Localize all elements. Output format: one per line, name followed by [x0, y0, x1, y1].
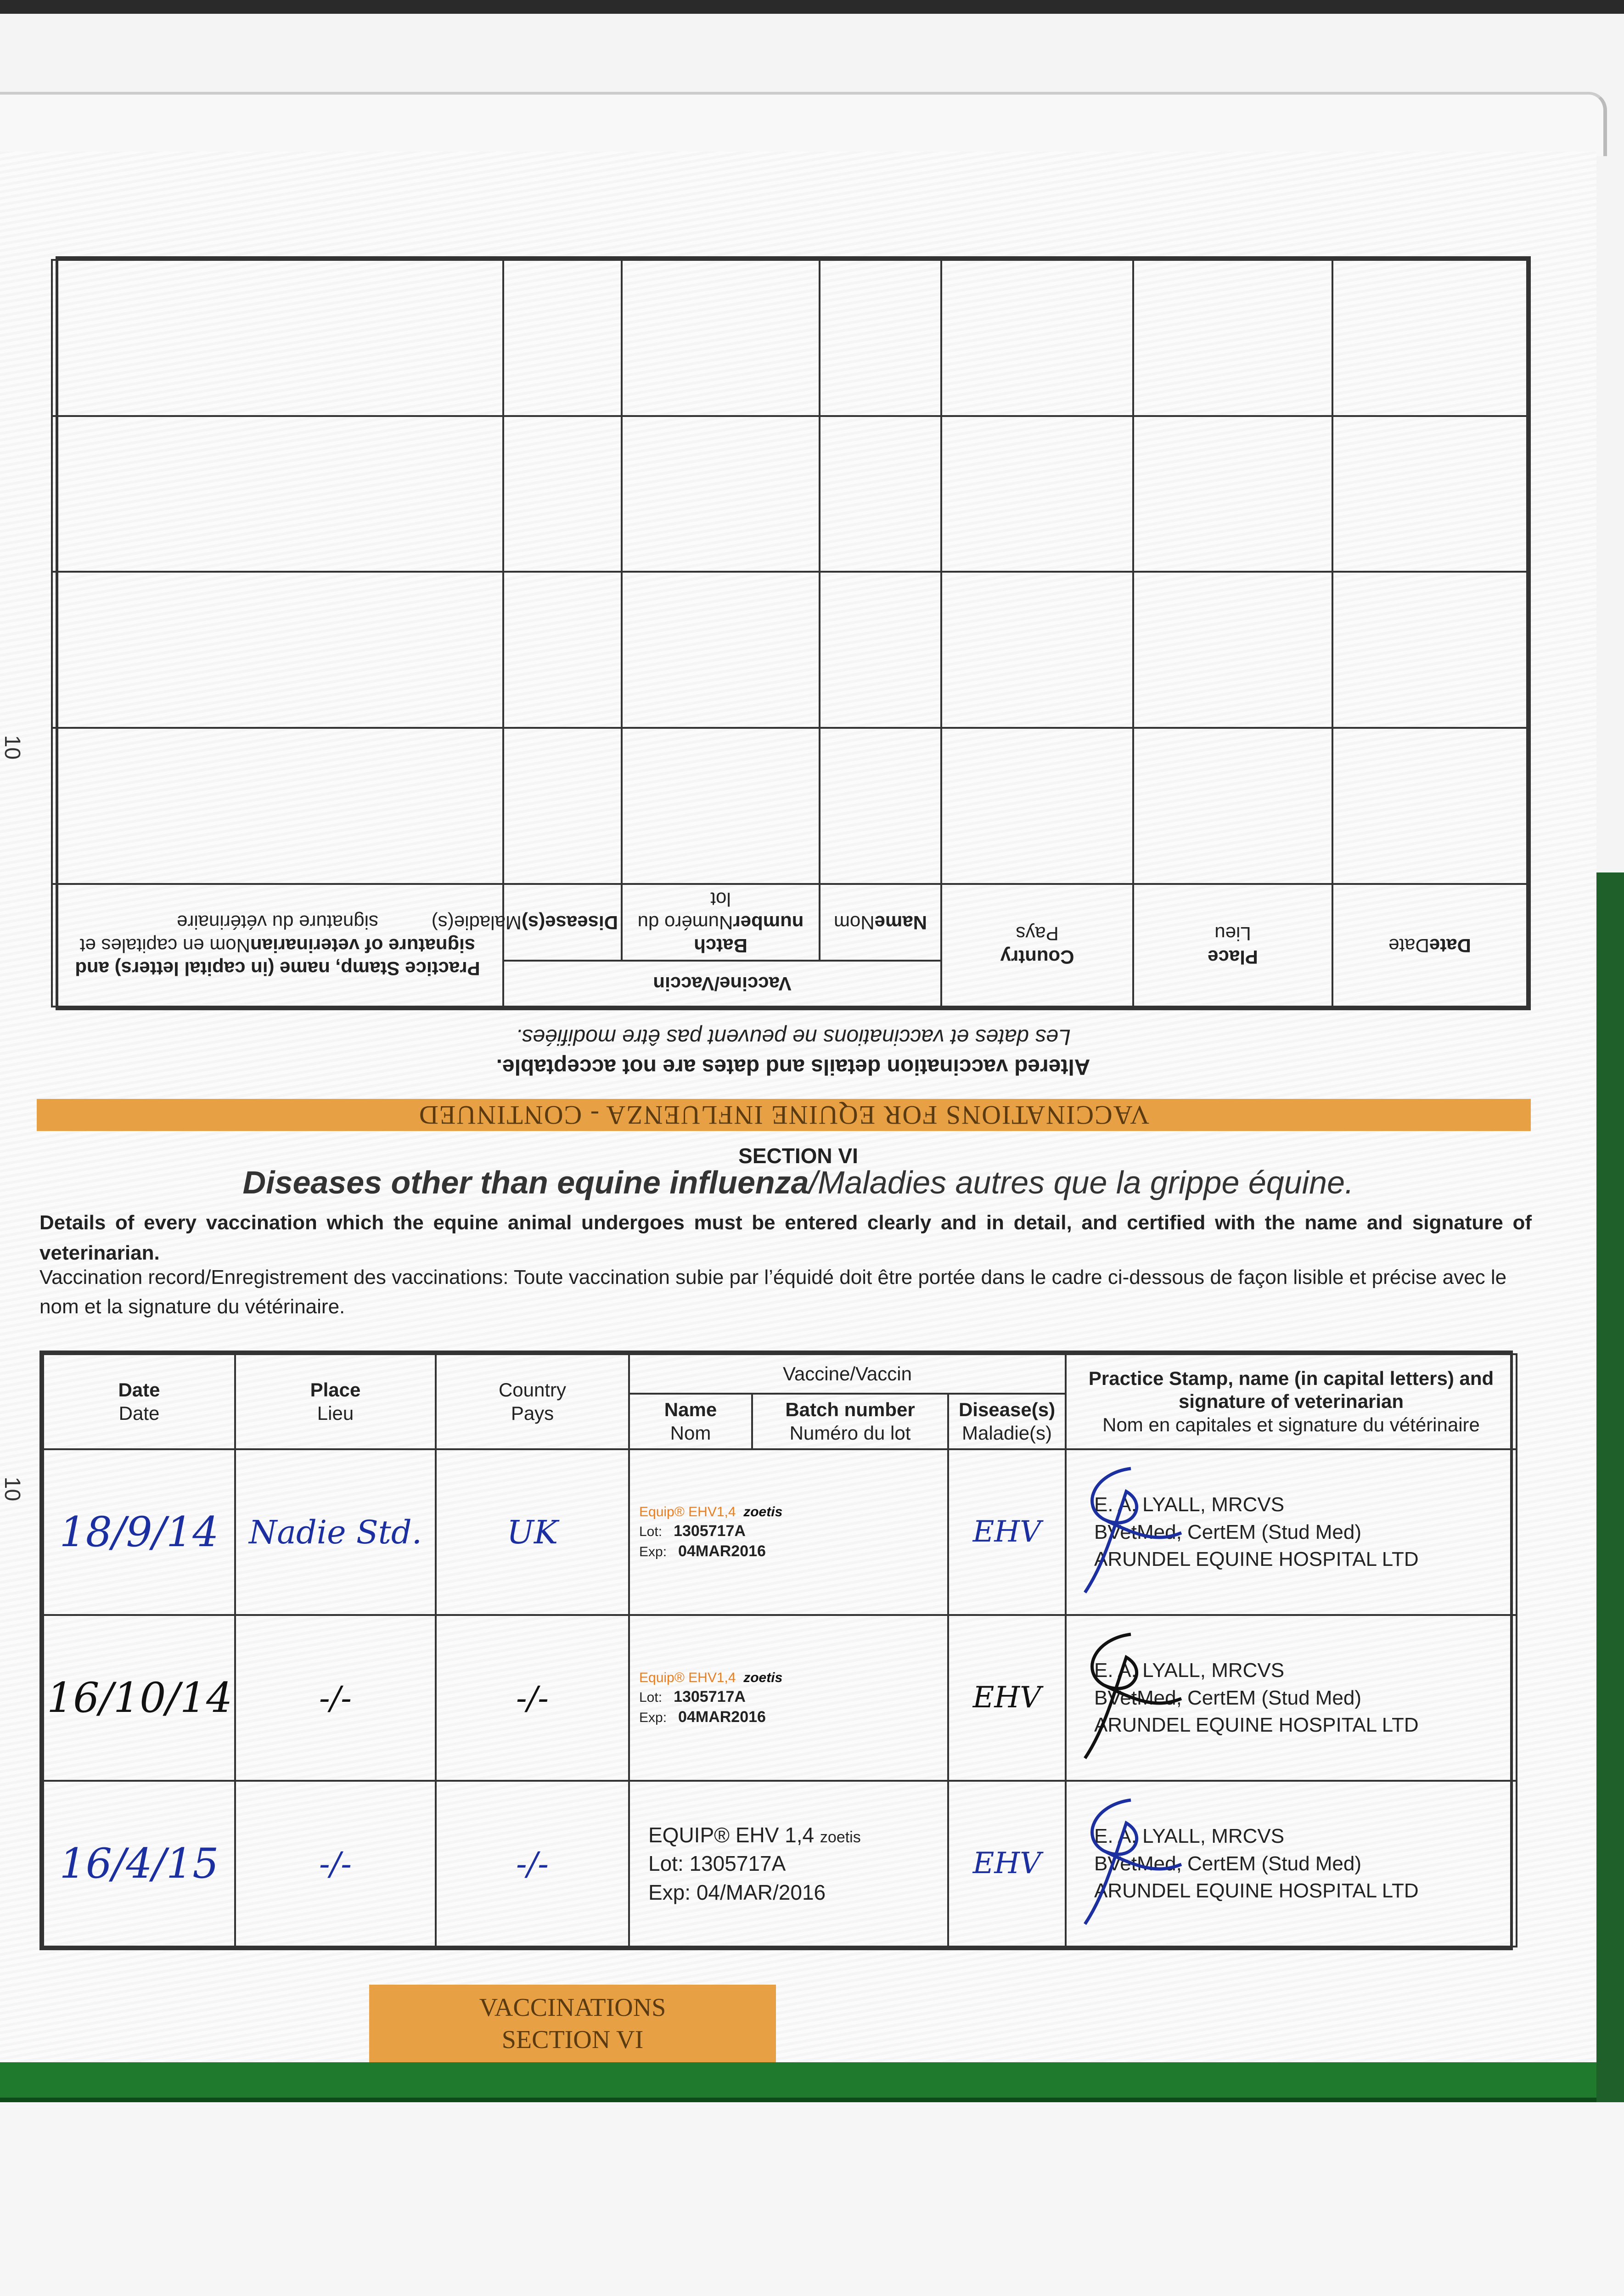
table-row [51, 572, 1527, 728]
vaccine-sticker: Equip® EHV1,4 zoetis Lot: 1305717A Exp: 04… [628, 1448, 949, 1616]
section-label-line2: SECTION VI [501, 2026, 644, 2054]
note-english: Altered vaccination details and dates ar… [496, 1054, 1090, 1079]
signature-icon [1084, 1632, 1182, 1759]
header-place: Place Lieu [234, 1353, 437, 1450]
instructions-english: Details of every vaccination which the e… [39, 1211, 1532, 1264]
country-cell: -/- [435, 1780, 630, 1947]
section-title: Diseases other than equine influenza/Mal… [242, 1165, 1354, 1200]
vaccine-sticker: EQUIP® EHV 1,4 zoetis Lot: 1305717A Exp: 0… [628, 1780, 949, 1947]
disease-cell: EHV [947, 1448, 1067, 1616]
header-stamp: Practice Stamp, name (in capital letters… [1065, 1353, 1518, 1450]
header-disease: Disease(s)Maladie(s) [947, 1393, 1067, 1450]
vet-stamp: E. A. LYALL, MRCVS BVetMed, CertEM (Stud… [1065, 1448, 1518, 1616]
vet-practice: ARUNDEL EQUINE HOSPITAL LTD [1094, 1880, 1419, 1902]
date-cell: 16/4/15 [42, 1780, 236, 1947]
header-vaccine: Vaccine/Vaccin [628, 1353, 1067, 1395]
place-cell: Nadie Std. [234, 1448, 437, 1616]
header-disease: Disease(s)Maladie(s) [432, 884, 622, 961]
alteration-note-inverted: Altered vaccination details and dates ar… [56, 1022, 1531, 1081]
header-place: Place Lieu [1133, 884, 1332, 1007]
vaccine-sticker: Equip® EHV1,4 zoetis Lot: 1305717A Exp: 04… [628, 1614, 949, 1782]
previous-page-edge [0, 92, 1607, 156]
vet-stamp: E. A. LYALL, MRCVS BVetMed, CertEM (Stud… [1065, 1614, 1518, 1782]
cover-edge [1596, 872, 1624, 2103]
vet-qualifications: BVetMed, CertEM (Stud Med) [1094, 1520, 1362, 1543]
signature-icon [1084, 1467, 1182, 1593]
instructions-french: Vaccination record/Enregistrement des va… [39, 1266, 1507, 1318]
section-label-line1: VACCINATIONS [479, 1993, 666, 2022]
header-date: DateDate [1332, 884, 1527, 1007]
country-cell: UK [435, 1448, 630, 1616]
band-text: VACCINATIONS FOR EQUINE INFLUENZA - CONT… [418, 1100, 1150, 1130]
header-name: NameNom [820, 884, 941, 961]
table-row: 18/9/14 Nadie Std. UK Equip® EHV1,4 zoet… [42, 1448, 1518, 1616]
place-cell: -/- [234, 1780, 437, 1947]
header-batch: Batch numberNuméro du lot [622, 884, 820, 961]
header-vaccine: Vaccine/Vaccin [503, 961, 941, 1007]
table-row [51, 416, 1527, 572]
page-number: 10 [0, 1476, 25, 1502]
scanner-top-edge [0, 0, 1624, 14]
place-cell: -/- [234, 1614, 437, 1782]
vet-qualifications: BVetMed, CertEM (Stud Med) [1094, 1686, 1362, 1709]
vet-stamp: E. A. LYALL, MRCVS BVetMed, CertEM (Stud… [1065, 1780, 1518, 1947]
influenza-vaccination-table-inverted: DateDate Place Lieu Country Pays Vaccine/V… [51, 256, 1531, 1010]
table-row [51, 728, 1527, 884]
table-row [51, 260, 1527, 416]
date-cell: 18/9/14 [42, 1448, 236, 1616]
disease-cell: EHV [947, 1614, 1067, 1782]
disease-cell: EHV [947, 1780, 1067, 1947]
table-row: 16/4/15 -/- -/- EQUIP® EHV 1,4 zoetis Lot… [42, 1780, 1518, 1947]
country-cell: -/- [435, 1614, 630, 1782]
page-number: 10 [0, 735, 25, 760]
date-cell: 16/10/14 [42, 1614, 236, 1782]
header-country: Country Pays [435, 1353, 630, 1450]
vet-practice: ARUNDEL EQUINE HOSPITAL LTD [1094, 1714, 1419, 1737]
note-french: Les dates et vaccinations ne peuvent pas… [516, 1024, 1071, 1049]
vet-practice: ARUNDEL EQUINE HOSPITAL LTD [1094, 1548, 1419, 1571]
header-country: Country Pays [941, 884, 1133, 1007]
signature-icon [1084, 1798, 1182, 1925]
header-stamp: Practice Stamp, name (in capital letters… [51, 884, 503, 1007]
vaccination-record-table: Date Date Place Lieu Country Pays Vaccine/V… [39, 1351, 1518, 1950]
vet-qualifications: BVetMed, CertEM (Stud Med) [1094, 1852, 1362, 1875]
cover-bottom-edge [0, 2062, 1596, 2102]
section-band-inverted: VACCINATIONS FOR EQUINE INFLUENZA - CONT… [37, 1099, 1531, 1131]
scanner-bed [0, 2102, 1624, 2296]
table-row: 16/10/14 -/- -/- Equip® EHV1,4 zoetis Lot… [42, 1614, 1518, 1782]
section-label-tab: VACCINATIONS SECTION VI [369, 1985, 776, 2062]
section-number: SECTION VI [738, 1144, 858, 1168]
